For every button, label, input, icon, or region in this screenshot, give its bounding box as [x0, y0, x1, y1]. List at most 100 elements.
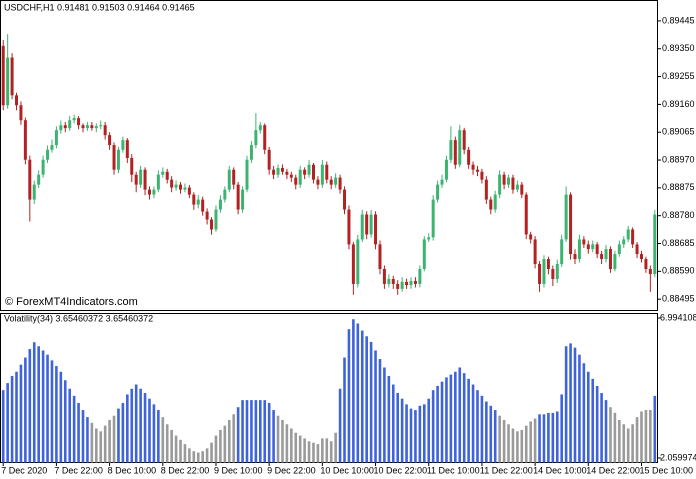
- x-tick-label: 7 Dec 2020: [1, 465, 47, 475]
- bar: [334, 432, 337, 463]
- bar: [298, 435, 302, 463]
- bar: [520, 429, 524, 463]
- candle-body: [343, 189, 347, 210]
- bar: [72, 395, 76, 463]
- candle-body: [422, 239, 426, 269]
- bar: [170, 429, 173, 463]
- candle-body: [196, 199, 200, 205]
- bar: [281, 419, 284, 463]
- bar: [569, 343, 572, 463]
- bar: [542, 414, 546, 463]
- candle-body: [573, 254, 577, 260]
- bar: [214, 435, 218, 463]
- bar: [347, 329, 351, 463]
- y-tick-label: 0.88780: [662, 210, 695, 220]
- candle-body: [356, 239, 360, 284]
- bar: [126, 394, 129, 463]
- candle-body: [59, 125, 63, 131]
- x-tick-label: 15 Dec 10:00: [639, 465, 693, 475]
- bar: [551, 412, 555, 463]
- candle-body: [72, 118, 76, 121]
- indicator-title: Volatility(34) 3.65460372 3.65460372: [4, 313, 153, 323]
- x-tick-label: 9 Dec 22:00: [267, 465, 316, 475]
- candle-body: [626, 229, 630, 240]
- candle-body: [223, 189, 227, 200]
- candle-body: [54, 130, 58, 146]
- bar: [19, 364, 23, 463]
- candle-body: [165, 171, 169, 180]
- candle-body: [639, 254, 643, 260]
- bar: [493, 410, 497, 463]
- candle-body: [582, 239, 586, 245]
- bar: [179, 439, 182, 463]
- bar: [272, 410, 275, 463]
- bar: [68, 388, 72, 463]
- bar: [445, 377, 448, 463]
- candle-body: [644, 259, 648, 269]
- candle-body: [631, 229, 635, 245]
- candle-body: [382, 268, 386, 284]
- bar: [276, 415, 280, 463]
- y-tick-label: 0.88495: [662, 294, 695, 304]
- candle-body: [116, 149, 120, 170]
- x-tick-label: 11 Dec 22:00: [480, 465, 533, 475]
- bar: [254, 400, 258, 463]
- candle-body: [591, 244, 595, 250]
- bar: [6, 383, 9, 463]
- candle-body: [489, 199, 493, 210]
- bar: [232, 414, 236, 463]
- bar: [360, 330, 364, 463]
- candle-body: [600, 254, 604, 260]
- candle-body: [320, 164, 324, 185]
- candle-body: [263, 125, 267, 150]
- candle-body: [502, 174, 506, 185]
- candle-body: [121, 140, 125, 150]
- bar: [99, 431, 103, 463]
- y-tick-label: 0.88685: [662, 238, 695, 248]
- candle-body: [99, 125, 103, 127]
- candle-body: [37, 174, 41, 185]
- candle-body: [462, 130, 466, 150]
- y-tick-label: 0.88875: [662, 182, 695, 192]
- bar: [210, 442, 213, 463]
- candle-body: [617, 244, 621, 255]
- bar: [586, 371, 590, 463]
- bar: [50, 360, 54, 463]
- candle-body: [112, 145, 116, 170]
- bar: [267, 402, 271, 463]
- bar: [449, 374, 453, 463]
- candle-body: [546, 259, 550, 269]
- bar: [440, 381, 444, 463]
- candle-body: [604, 249, 608, 260]
- bar: [205, 448, 209, 463]
- bar: [201, 451, 204, 463]
- bar: [365, 336, 368, 463]
- bar: [37, 346, 40, 463]
- candle-body: [334, 177, 338, 185]
- candle-body: [369, 214, 373, 235]
- candle-body: [400, 281, 404, 289]
- bar: [485, 401, 488, 463]
- candle-body: [387, 278, 391, 284]
- candle-body: [653, 214, 657, 274]
- candle-body: [431, 199, 435, 238]
- bar: [458, 367, 462, 463]
- candle-body: [396, 283, 400, 289]
- candle-body: [595, 244, 599, 255]
- candle-body: [298, 169, 302, 185]
- candle-body: [475, 169, 479, 172]
- candle-body: [161, 171, 165, 175]
- candle-body: [524, 194, 528, 235]
- watermark: © ForexMT4Indicators.com: [5, 296, 138, 308]
- bar: [139, 388, 142, 463]
- bar: [396, 393, 400, 463]
- bar: [387, 375, 391, 463]
- candle-body: [32, 184, 36, 200]
- candle-body: [280, 167, 284, 172]
- candle-body: [511, 177, 515, 190]
- bar: [560, 394, 564, 463]
- bar: [524, 425, 528, 463]
- bar: [498, 415, 501, 463]
- bar: [94, 428, 98, 463]
- candle-body: [192, 194, 196, 205]
